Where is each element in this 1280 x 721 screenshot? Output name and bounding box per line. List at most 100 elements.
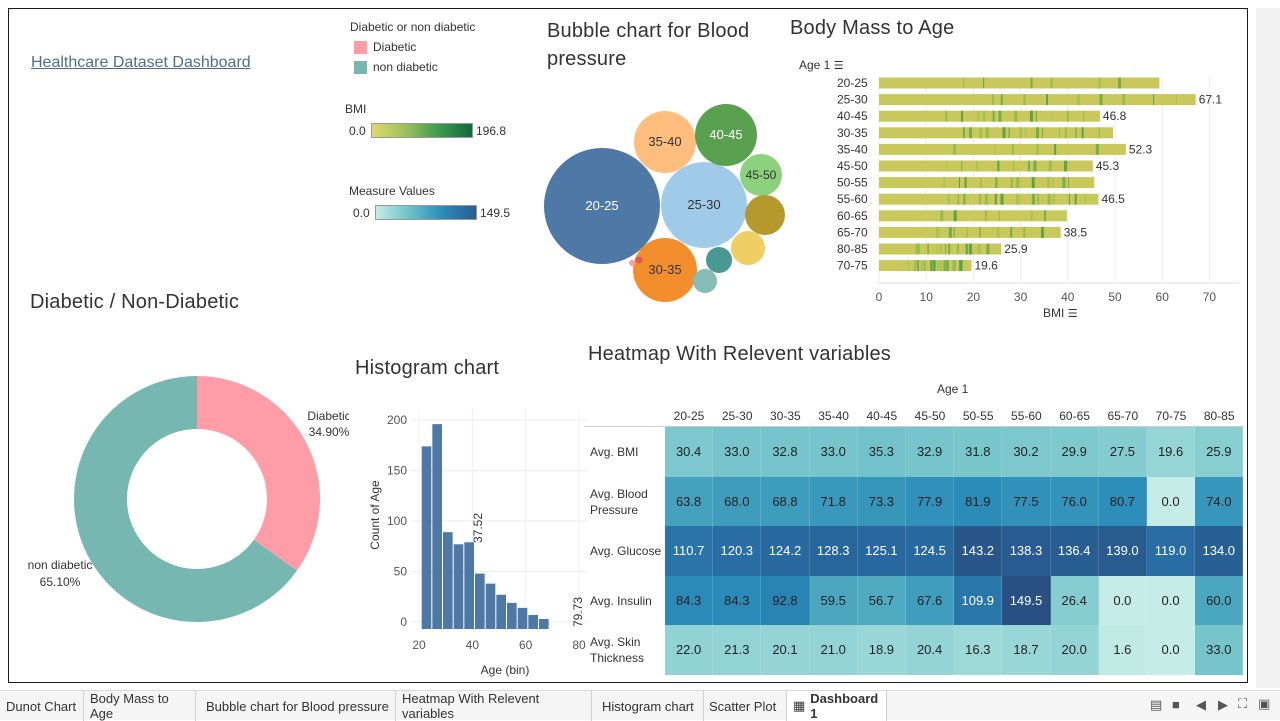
hist-bar[interactable] bbox=[528, 614, 538, 629]
heatmap-cell[interactable]: 30.4 bbox=[665, 427, 714, 477]
heatmap-cell[interactable]: 22.0 bbox=[665, 625, 714, 675]
heatmap-cell[interactable]: 32.9 bbox=[906, 427, 955, 477]
bmi-age-age-header[interactable]: Age 1 ☰ bbox=[799, 58, 844, 72]
heatmap-cell[interactable]: 119.0 bbox=[1147, 526, 1196, 576]
heatmap-cell[interactable]: 33.0 bbox=[809, 427, 858, 477]
heatmap-cell[interactable]: 77.9 bbox=[906, 476, 955, 526]
bubble-25-30[interactable] bbox=[661, 162, 747, 248]
hist-bar[interactable] bbox=[432, 424, 442, 629]
bubble-pink[interactable] bbox=[629, 260, 635, 266]
sort-bmi-icon[interactable]: ☰ bbox=[1067, 308, 1078, 320]
heatmap-cell[interactable]: 63.8 bbox=[665, 476, 714, 526]
bubble-30-35[interactable] bbox=[633, 238, 697, 302]
hist-bar[interactable] bbox=[517, 607, 528, 629]
bubble-yellow[interactable] bbox=[731, 231, 765, 265]
heatmap-cell[interactable]: 0.0 bbox=[1098, 575, 1147, 625]
single-view-icon[interactable]: ■ bbox=[1172, 697, 1180, 712]
tab-scatter-plot[interactable]: Scatter Plot bbox=[703, 691, 787, 721]
heatmap-cell[interactable]: 128.3 bbox=[809, 526, 858, 576]
bubble-20-25[interactable] bbox=[544, 148, 660, 264]
heatmap-cell[interactable]: 138.3 bbox=[1002, 526, 1051, 576]
heatmap-cell[interactable]: 25.9 bbox=[1195, 427, 1244, 477]
heatmap-cell[interactable]: 74.0 bbox=[1195, 476, 1244, 526]
bmi-bar[interactable] bbox=[879, 210, 1067, 222]
tab-histogram-chart[interactable]: Histogram chart bbox=[596, 691, 704, 721]
heatmap-cell[interactable]: 73.3 bbox=[857, 476, 906, 526]
bubble-light-teal[interactable] bbox=[693, 269, 717, 293]
heatmap-cell[interactable]: 19.6 bbox=[1147, 427, 1196, 477]
legend-item-diabetic[interactable]: Diabetic bbox=[354, 40, 416, 54]
bmi-bar[interactable] bbox=[879, 193, 1099, 205]
heatmap-cell[interactable]: 84.3 bbox=[713, 575, 762, 625]
tab-heatmap[interactable]: Heatmap With Relevent variables bbox=[396, 691, 592, 721]
heatmap-cell[interactable]: 81.9 bbox=[954, 476, 1003, 526]
heatmap-cell[interactable]: 136.4 bbox=[1050, 526, 1099, 576]
heatmap-cell[interactable]: 0.0 bbox=[1147, 575, 1196, 625]
donut-slice-non-diabetic[interactable] bbox=[73, 376, 297, 622]
bmi-bar[interactable] bbox=[879, 110, 1100, 122]
heatmap-cell[interactable]: 18.7 bbox=[1002, 625, 1051, 675]
heatmap-cell[interactable]: 27.5 bbox=[1098, 427, 1147, 477]
legend-item-non-diabetic[interactable]: non diabetic bbox=[354, 60, 438, 74]
heatmap-cell[interactable]: 143.2 bbox=[954, 526, 1003, 576]
hist-bar[interactable] bbox=[539, 618, 549, 629]
heatmap-cell[interactable]: 29.9 bbox=[1050, 427, 1099, 477]
heatmap-cell[interactable]: 80.7 bbox=[1098, 476, 1147, 526]
heatmap-cell[interactable]: 16.3 bbox=[954, 625, 1003, 675]
heatmap-cell[interactable]: 56.7 bbox=[857, 575, 906, 625]
bubble-35-40[interactable] bbox=[634, 111, 696, 173]
heatmap-cell[interactable]: 77.5 bbox=[1002, 476, 1051, 526]
heatmap-cell[interactable]: 0.0 bbox=[1147, 625, 1196, 675]
hist-bar[interactable] bbox=[453, 544, 464, 629]
bmi-bar[interactable] bbox=[879, 160, 1093, 172]
bubble-teal[interactable] bbox=[706, 247, 732, 273]
heatmap-cell[interactable]: 92.8 bbox=[761, 575, 810, 625]
heatmap-cell[interactable]: 33.0 bbox=[1195, 625, 1244, 675]
heatmap-cell[interactable]: 120.3 bbox=[713, 526, 762, 576]
bubble-olive[interactable] bbox=[745, 195, 785, 235]
heatmap-cell[interactable]: 30.2 bbox=[1002, 427, 1051, 477]
heatmap-cell[interactable]: 0.0 bbox=[1147, 476, 1196, 526]
hist-bar[interactable] bbox=[421, 446, 432, 629]
heatmap-cell[interactable]: 21.3 bbox=[713, 625, 762, 675]
bmi-bar[interactable] bbox=[879, 143, 1126, 155]
bubble-45-50[interactable] bbox=[740, 154, 782, 196]
heatmap-cell[interactable]: 60.0 bbox=[1195, 575, 1244, 625]
hist-bar[interactable] bbox=[464, 542, 474, 629]
tab-bubble-chart[interactable]: Bubble chart for Blood pressure bbox=[200, 691, 396, 721]
sort-icon[interactable]: ☰ bbox=[833, 60, 844, 72]
hist-bar[interactable] bbox=[443, 532, 453, 629]
heatmap-cell[interactable]: 68.0 bbox=[713, 476, 762, 526]
tab-dashboard-1[interactable]: ▦ Dashboard 1 bbox=[787, 691, 887, 721]
dashboard-title-link[interactable]: Healthcare Dataset Dashboard bbox=[31, 54, 251, 71]
hist-bar[interactable] bbox=[496, 594, 506, 629]
bmi-age-x-title[interactable]: BMI ☰ bbox=[1043, 306, 1078, 320]
heatmap-cell[interactable]: 59.5 bbox=[809, 575, 858, 625]
hist-bar[interactable] bbox=[507, 602, 517, 629]
bmi-bar[interactable] bbox=[879, 94, 1196, 106]
grid-view-icon[interactable]: ▤ bbox=[1150, 697, 1163, 712]
heatmap-cell[interactable]: 68.8 bbox=[761, 476, 810, 526]
heatmap-cell[interactable]: 110.7 bbox=[665, 526, 714, 576]
bmi-bar[interactable] bbox=[879, 177, 1095, 189]
hist-bar[interactable] bbox=[485, 583, 496, 629]
heatmap-cell[interactable]: 32.8 bbox=[761, 427, 810, 477]
heatmap-cell[interactable]: 20.1 bbox=[761, 625, 810, 675]
heatmap-cell[interactable]: 1.6 bbox=[1098, 625, 1147, 675]
heatmap-cell[interactable]: 124.2 bbox=[761, 526, 810, 576]
heatmap-cell[interactable]: 67.6 bbox=[906, 575, 955, 625]
heatmap-cell[interactable]: 84.3 bbox=[665, 575, 714, 625]
heatmap-cell[interactable]: 139.0 bbox=[1098, 526, 1147, 576]
heatmap-cell[interactable]: 18.9 bbox=[857, 625, 906, 675]
tab-body-mass-to-age[interactable]: Body Mass to Age bbox=[84, 691, 196, 721]
hist-bar[interactable] bbox=[475, 573, 485, 629]
tab-dunot-chart[interactable]: Dunot Chart bbox=[0, 691, 84, 721]
vertical-scrollbar[interactable] bbox=[1256, 8, 1280, 688]
heatmap-cell[interactable]: 76.0 bbox=[1050, 476, 1099, 526]
bmi-bar[interactable] bbox=[879, 243, 1002, 255]
heatmap-cell[interactable]: 20.0 bbox=[1050, 625, 1099, 675]
heatmap-cell[interactable]: 35.3 bbox=[857, 427, 906, 477]
heatmap-cell[interactable]: 125.1 bbox=[857, 526, 906, 576]
bubble-red[interactable] bbox=[635, 256, 643, 264]
heatmap-cell[interactable]: 71.8 bbox=[809, 476, 858, 526]
